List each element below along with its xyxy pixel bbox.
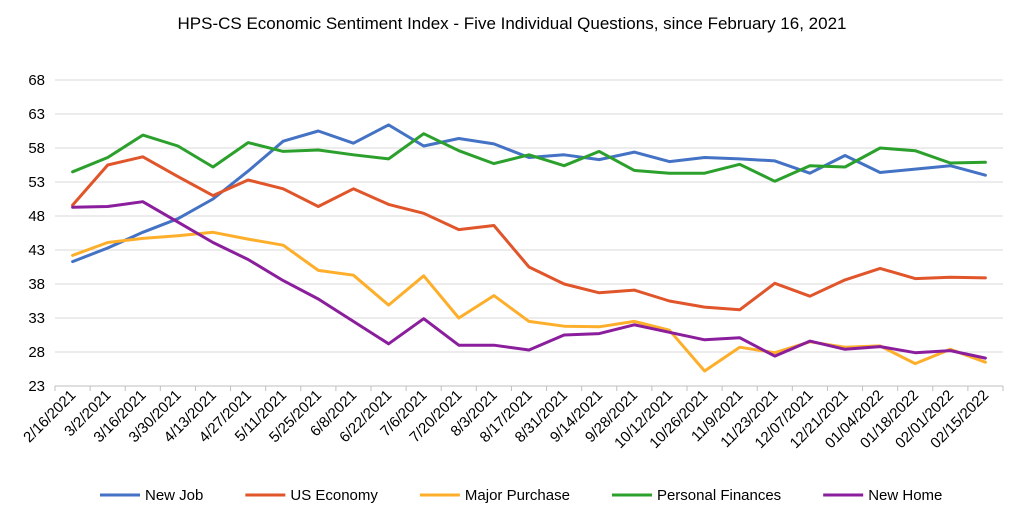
y-tick-label: 43	[28, 242, 45, 259]
y-tick-label: 28	[28, 344, 45, 361]
legend-label: New Home	[868, 487, 942, 504]
legend-label: Personal Finances	[657, 487, 781, 504]
series-lines	[71, 123, 987, 373]
y-tick-labels: 23 28 33 38 43 48 53 58 63 68	[28, 72, 45, 395]
y-tick-label: 48	[28, 208, 45, 225]
y-tick-label: 63	[28, 106, 45, 123]
y-tick-label: 68	[28, 72, 45, 89]
gridlines	[55, 79, 1003, 353]
legend-label: Major Purchase	[465, 487, 570, 504]
series-line-4	[71, 132, 987, 183]
series-line-2	[71, 155, 987, 312]
y-tick-label: 23	[28, 378, 45, 395]
x-tick-labels: 2/16/20213/2/20213/16/20213/30/20214/13/…	[20, 387, 992, 452]
y-tick-label: 53	[28, 174, 45, 191]
chart-title: HPS-CS Economic Sentiment Index - Five I…	[177, 14, 847, 33]
axes	[54, 385, 1004, 391]
series-line-5	[71, 200, 987, 360]
legend-label: New Job	[145, 487, 203, 504]
y-tick-label: 58	[28, 140, 45, 157]
y-tick-label: 38	[28, 276, 45, 293]
legend-label: US Economy	[290, 487, 378, 504]
y-tick-label: 33	[28, 310, 45, 327]
legend: New Job US Economy Major Purchase Personal …	[100, 487, 942, 504]
